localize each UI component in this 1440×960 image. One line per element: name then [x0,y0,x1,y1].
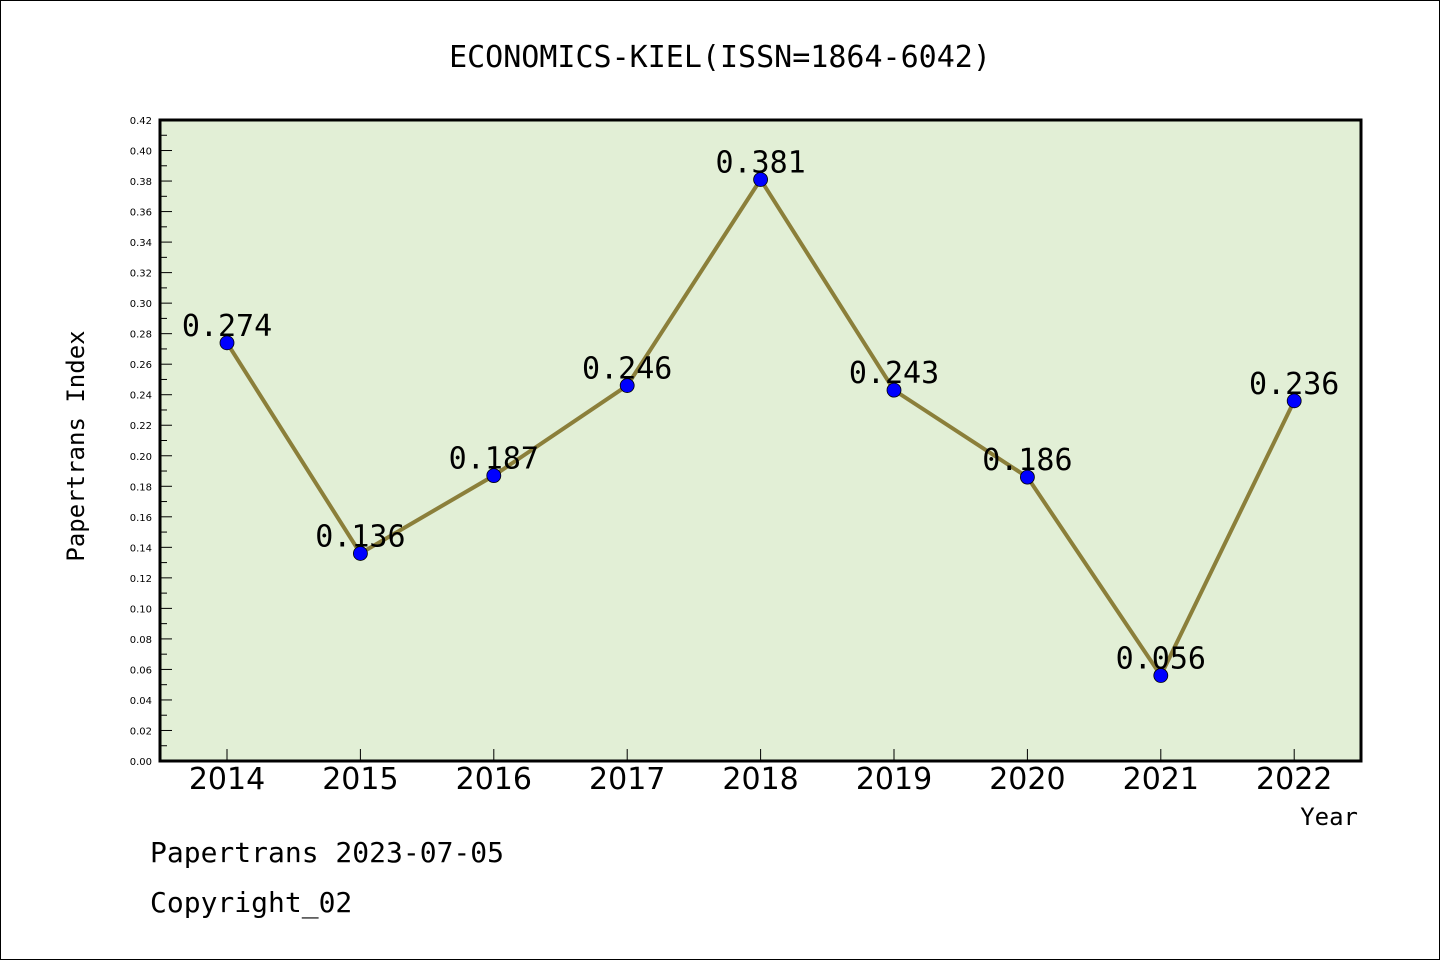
data-label: 0.246 [582,352,672,387]
data-label: 0.381 [715,146,805,181]
y-tick-label: 0.28 [130,330,152,341]
y-tick-label: 0.10 [130,604,152,615]
y-tick-label: 0.00 [130,757,152,768]
y-tick-label: 0.24 [130,391,152,402]
x-tick-label: 2017 [589,762,665,797]
data-point [1153,668,1169,683]
x-tick-label: 2022 [1256,762,1332,797]
plot-border [158,118,1363,763]
x-tick-label: 2018 [722,762,798,797]
y-tick-label: 0.32 [130,269,152,280]
y-tick-label: 0.20 [130,452,152,463]
data-point [219,335,235,351]
y-tick-label: 0.42 [130,116,152,127]
data-point [352,546,368,561]
x-tick-label: 2021 [1123,762,1199,797]
series-layer [219,172,1302,683]
x-tick-label: 2014 [189,762,265,797]
y-tick-label: 0.16 [130,513,152,524]
y-tick-label: 0.02 [130,726,152,737]
data-label: 0.136 [315,519,405,554]
x-tick-label: 2020 [989,762,1065,797]
y-tick-label: 0.30 [130,299,152,310]
data-point [1286,393,1302,409]
data-point [753,172,768,187]
x-tick-label: 2019 [856,762,932,797]
y-tick-label: 0.22 [130,421,152,432]
y-tick-label: 0.40 [130,147,152,158]
y-tick-label: 0.36 [130,208,152,219]
y-tick-label: 0.04 [130,696,152,707]
y-tick-label: 0.12 [130,574,152,585]
plot-area [160,120,1361,761]
y-tick-label: 0.34 [130,238,152,249]
data-point [619,378,635,393]
y-tick-label: 0.18 [130,482,152,493]
data-labels: 0.274 0.136 0.187 0.246 0.381 0.243 0.186 0.056… [182,146,1340,677]
data-label: 0.186 [982,443,1072,478]
y-axis: 0.00 0.02 0.04 0.06 0.08 0.10 0.12 0.14 0.16 0.18… [130,116,172,768]
y-tick-label: 0.08 [130,635,152,646]
chart-title: ECONOMICS-KIEL(ISSN=1864-6042) [449,40,991,75]
y-axis-label: Papertrans Index [62,330,90,561]
data-point [886,382,902,398]
x-axis-label: Year [1300,803,1358,831]
y-tick-label: 0.14 [130,543,152,554]
y-tick-label: 0.38 [130,177,152,188]
data-label: 0.274 [182,309,272,344]
x-tick-label: 2016 [456,762,532,797]
x-axis: 2014 2015 2016 2017 2018 2019 2020 2021 2022 [189,749,1332,797]
data-point [1020,469,1035,485]
footer-copyright: Copyright_02 [150,886,353,919]
data-label: 0.243 [849,356,939,391]
data-label: 0.056 [1116,642,1206,677]
data-label: 0.236 [1249,367,1339,402]
data-point [486,468,502,484]
y-tick-label: 0.26 [130,360,152,371]
footer-date: Papertrans 2023-07-05 [150,836,505,869]
y-tick-label: 0.06 [130,665,152,676]
x-tick-label: 2015 [322,762,398,797]
data-label: 0.187 [449,442,539,477]
